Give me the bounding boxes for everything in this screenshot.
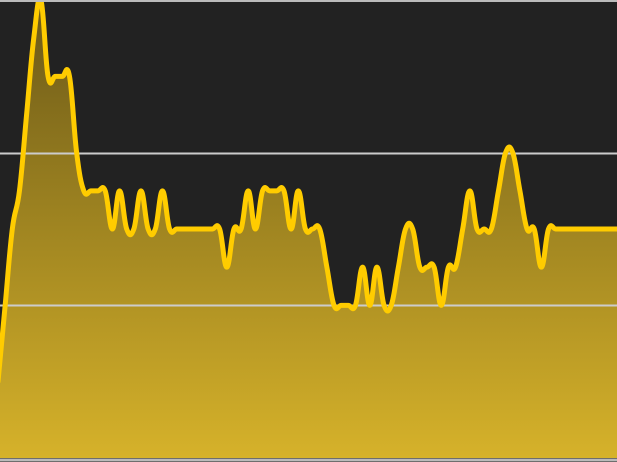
series-line [0,0,617,384]
